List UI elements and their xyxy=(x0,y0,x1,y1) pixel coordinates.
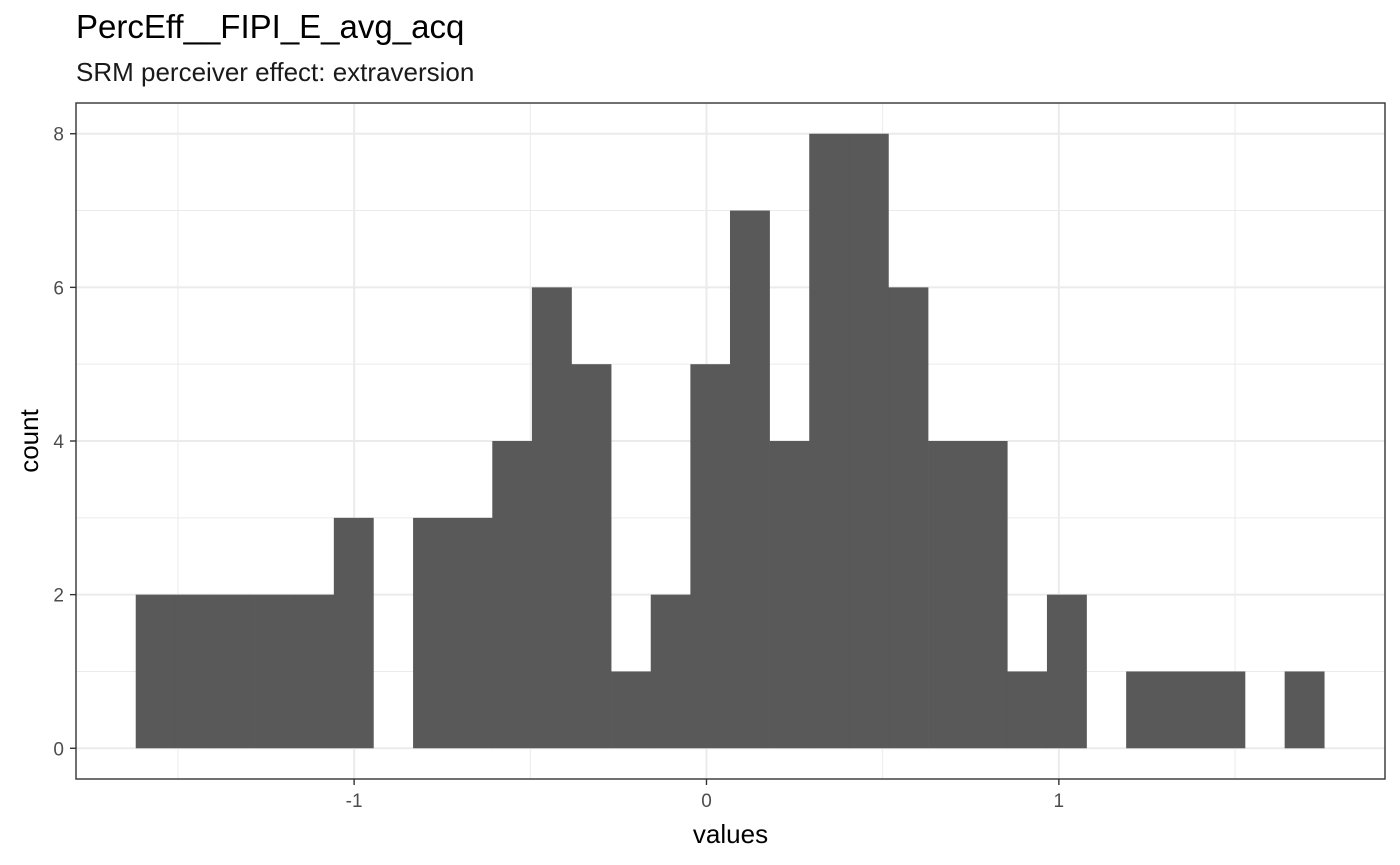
histogram-bar xyxy=(967,441,1008,749)
x-tick-label: 1 xyxy=(1054,791,1065,812)
histogram-bar xyxy=(571,364,612,749)
histogram-bar xyxy=(1126,671,1167,749)
histogram-bar xyxy=(848,133,889,749)
histogram-bar xyxy=(214,594,255,749)
histogram-bar xyxy=(452,517,493,749)
histogram-bar xyxy=(333,517,374,749)
histogram-bar xyxy=(492,441,533,749)
x-axis-title: values xyxy=(693,819,768,849)
histogram-bar xyxy=(135,594,176,749)
histogram-bar xyxy=(611,671,652,749)
y-tick-label: 0 xyxy=(53,739,64,760)
histogram-bar xyxy=(254,594,295,749)
y-tick-label: 2 xyxy=(53,586,64,607)
chart-subtitle: SRM perceiver effect: extraversion xyxy=(76,57,475,87)
histogram-bar xyxy=(1007,671,1048,749)
histogram-bar xyxy=(413,517,453,749)
histogram-bar xyxy=(888,287,929,749)
x-tick-label: 0 xyxy=(701,791,712,812)
histogram-bars xyxy=(135,133,1325,749)
x-tick-label: -1 xyxy=(346,791,363,812)
histogram-bar xyxy=(1205,671,1246,749)
histogram-bar xyxy=(690,364,731,749)
histogram-bar xyxy=(175,594,216,749)
histogram-bar xyxy=(1165,671,1206,749)
histogram-bar xyxy=(928,441,968,749)
x-axis-ticks: -1 0 1 xyxy=(346,779,1064,812)
chart-title: PercEff__FIPI_E_avg_acq xyxy=(76,8,465,45)
y-tick-label: 4 xyxy=(53,432,64,453)
y-axis-title: count xyxy=(14,408,44,472)
histogram-bar xyxy=(650,594,691,749)
y-tick-label: 8 xyxy=(53,125,64,146)
histogram-bar xyxy=(1046,594,1087,749)
histogram-bar xyxy=(531,287,572,749)
histogram-bar xyxy=(294,594,335,749)
histogram-bar xyxy=(1284,671,1325,749)
histogram-bar xyxy=(809,133,850,749)
histogram-bar xyxy=(769,441,810,749)
y-axis-ticks: 0 2 4 6 8 xyxy=(53,125,76,760)
histogram-bar xyxy=(729,210,770,749)
y-tick-label: 6 xyxy=(53,278,64,299)
